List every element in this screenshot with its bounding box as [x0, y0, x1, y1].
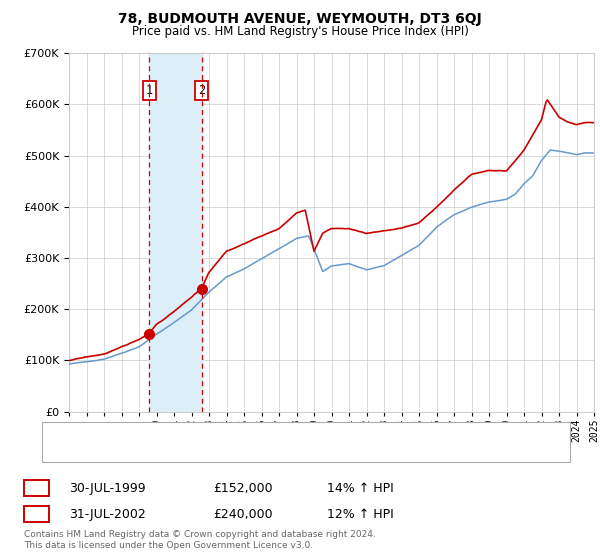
Text: This data is licensed under the Open Government Licence v3.0.: This data is licensed under the Open Gov… [24, 541, 313, 550]
Text: Contains HM Land Registry data © Crown copyright and database right 2024.: Contains HM Land Registry data © Crown c… [24, 530, 376, 539]
Text: 1: 1 [32, 482, 41, 495]
Text: 78, BUDMOUTH AVENUE, WEYMOUTH, DT3 6QJ: 78, BUDMOUTH AVENUE, WEYMOUTH, DT3 6QJ [118, 12, 482, 26]
Text: 31-JUL-2002: 31-JUL-2002 [69, 507, 146, 521]
Text: £152,000: £152,000 [213, 482, 272, 495]
Text: HPI: Average price, detached house, Dorset: HPI: Average price, detached house, Dors… [87, 446, 326, 456]
Text: 1: 1 [146, 85, 153, 97]
Text: 12% ↑ HPI: 12% ↑ HPI [327, 507, 394, 521]
Bar [149, 53, 202, 412]
Text: £240,000: £240,000 [213, 507, 272, 521]
Text: 78, BUDMOUTH AVENUE, WEYMOUTH, DT3 6QJ (detached house): 78, BUDMOUTH AVENUE, WEYMOUTH, DT3 6QJ (… [87, 428, 443, 437]
Text: 14% ↑ HPI: 14% ↑ HPI [327, 482, 394, 495]
Text: 2: 2 [32, 507, 41, 521]
Text: Price paid vs. HM Land Registry's House Price Index (HPI): Price paid vs. HM Land Registry's House … [131, 25, 469, 38]
Text: 30-JUL-1999: 30-JUL-1999 [69, 482, 146, 495]
Text: 2: 2 [198, 85, 205, 97]
